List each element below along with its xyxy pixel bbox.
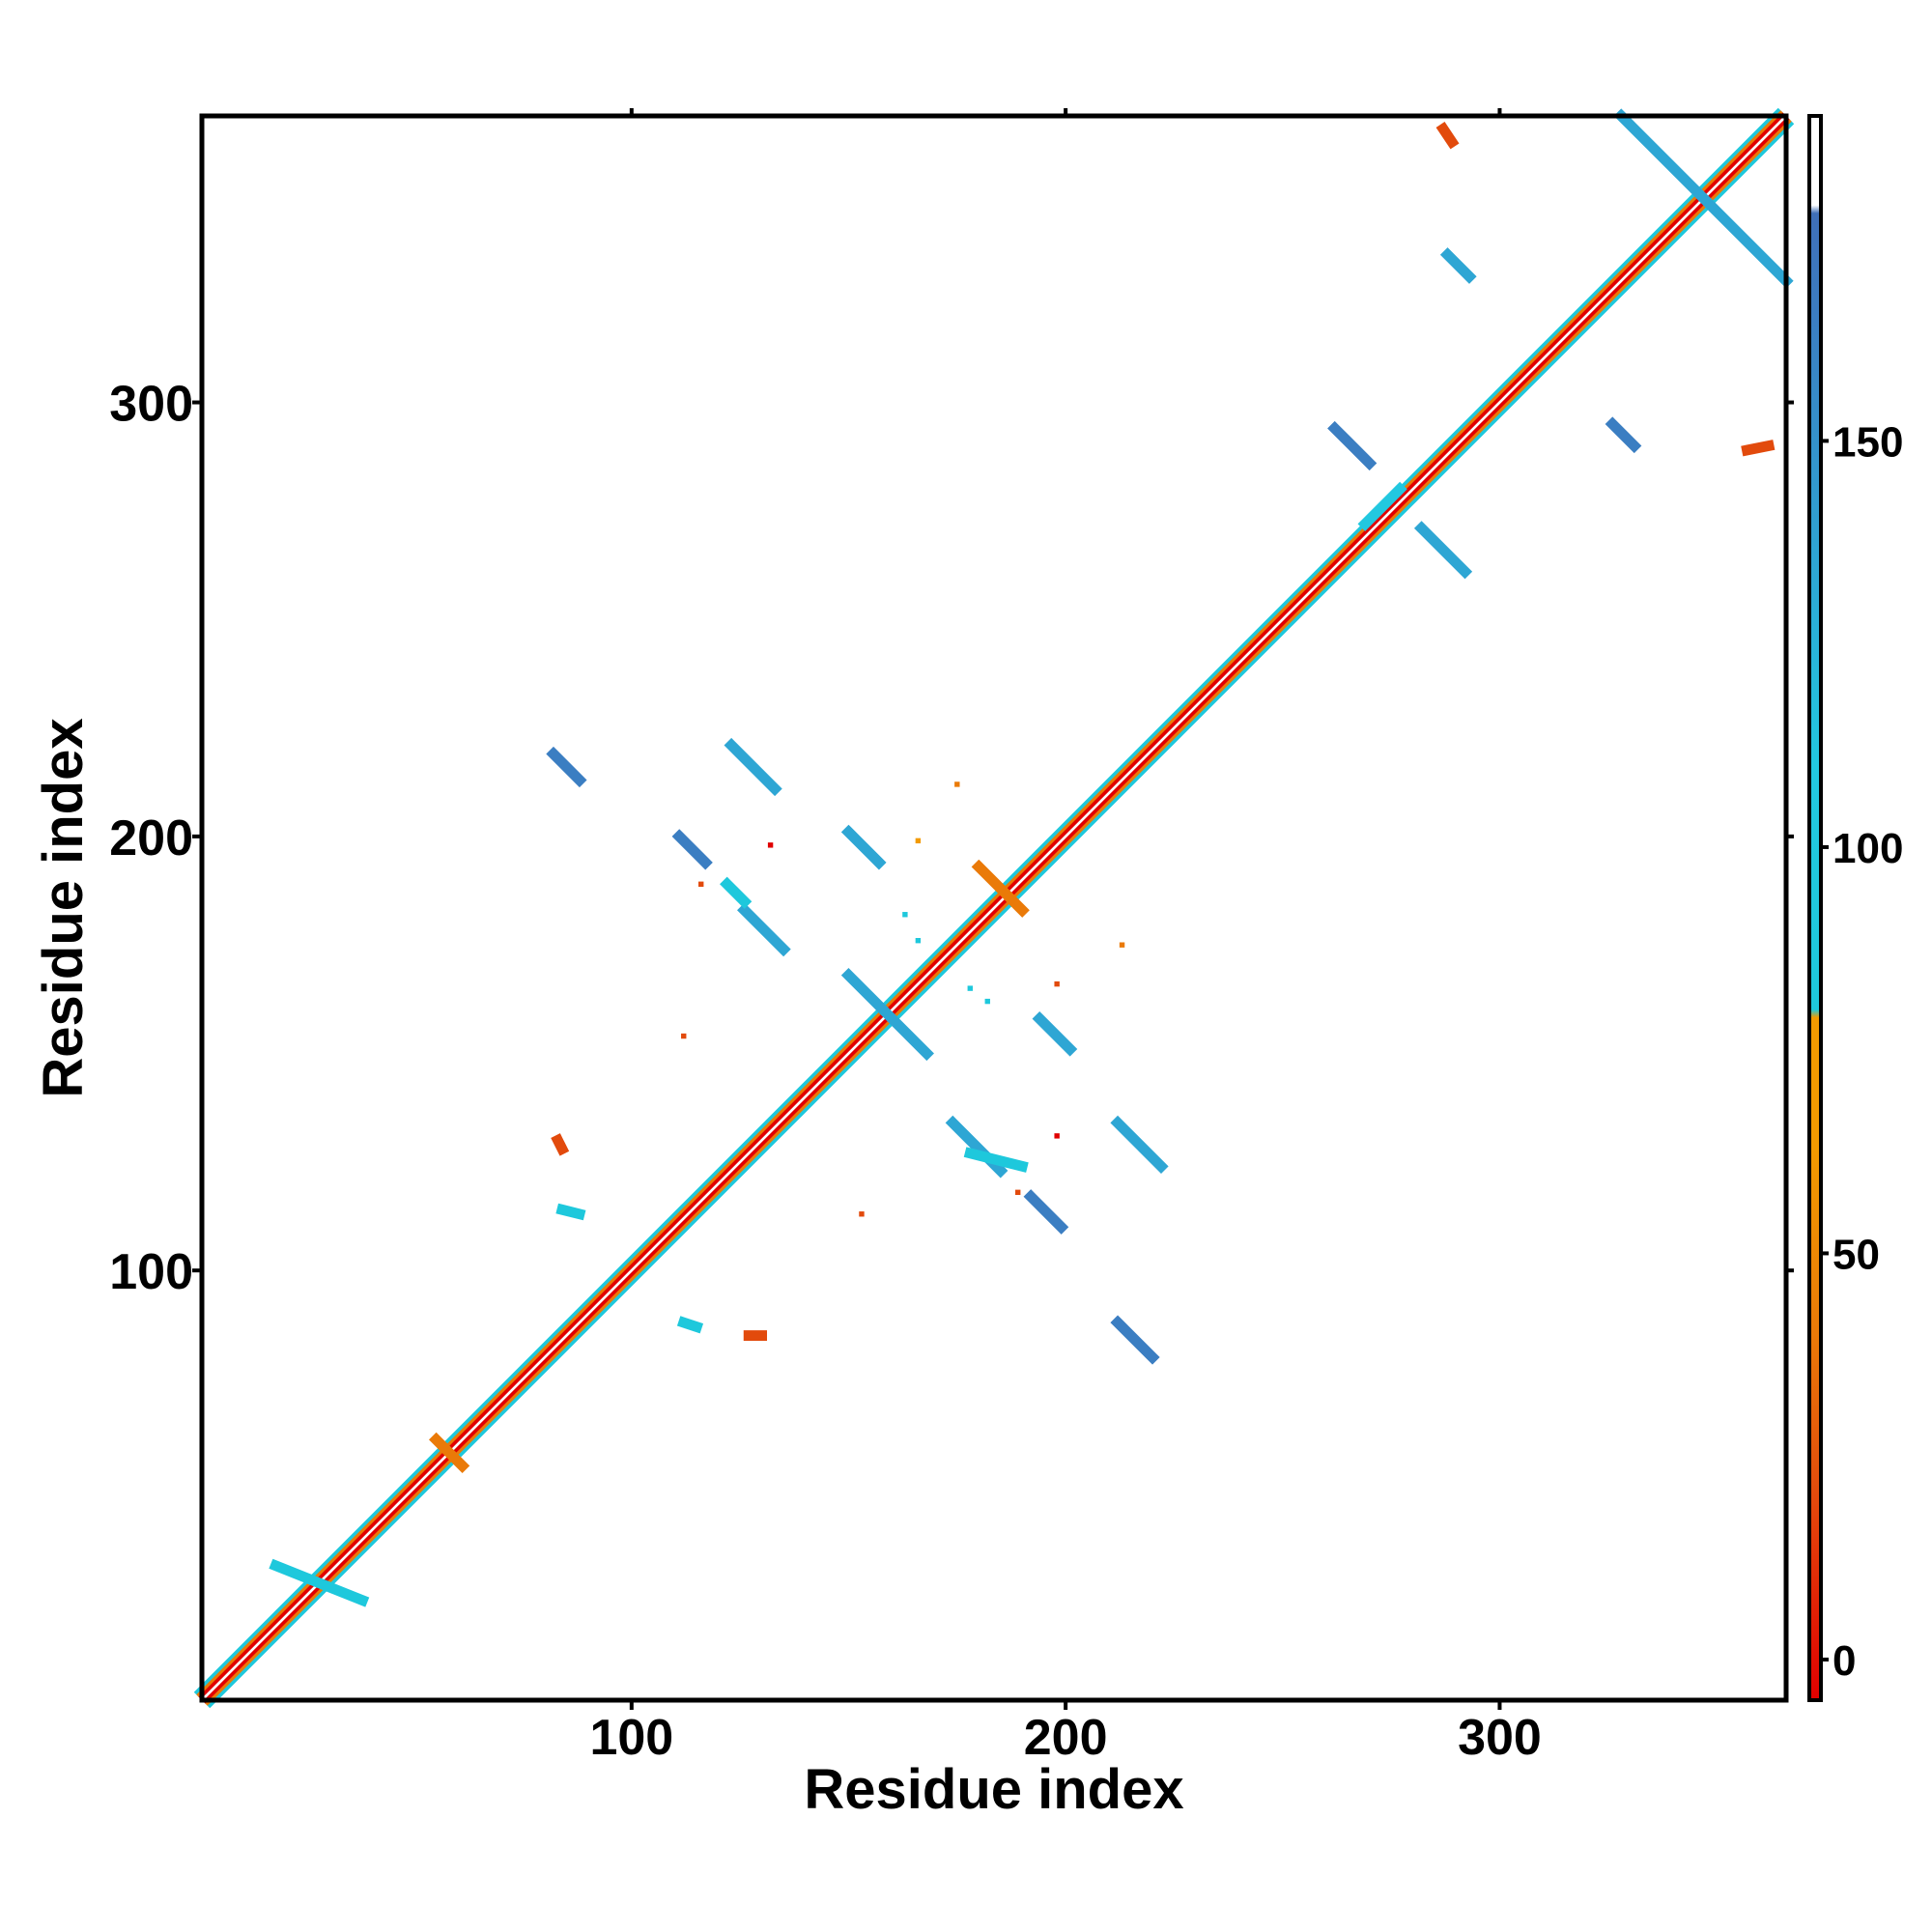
contact-segment-17 [720,876,753,909]
x-axis-title: Residue index [804,1758,1183,1821]
colorbar: 0 50 100 150 [1807,114,1903,1702]
contact-segment-22 [269,1558,370,1607]
contact-segment-21 [971,859,1030,918]
plot-frame [199,113,1789,1703]
axis-ticks: 100 200 300 100 200 300 [109,108,1794,1766]
colorbar-frame [1807,114,1823,1702]
contact-segment-11 [1327,420,1378,471]
contact-segment-20 [676,1316,704,1334]
contact-point-6 [967,985,973,991]
y-tick-label-0: 100 [109,1244,193,1300]
contact-segment-16 [1613,108,1794,289]
contact-segment-23 [429,1432,470,1473]
heatmap-cells [193,107,1795,1709]
contact-point-1 [767,842,774,848]
contact-segment-0 [546,746,587,788]
contact-segment-2 [671,829,713,870]
colorbar-tick-label-0: 0 [1833,1637,1856,1685]
contact-segment-12 [1413,521,1473,580]
contact-point-8 [1119,942,1125,948]
colorbar-tick-label-2: 100 [1833,825,1903,872]
colorbar-tick-label-3: 150 [1833,418,1903,466]
contact-segment-10 [1110,1315,1160,1365]
contact-point-7 [984,998,990,1005]
x-tick-label-1: 200 [1024,1710,1108,1766]
contact-point-4 [902,912,908,918]
contact-segment-25 [1741,440,1776,457]
contact-segment-6 [1032,1010,1078,1057]
contact-point-13 [859,1211,865,1217]
contact-point-3 [698,881,704,887]
y-tick-label-2: 300 [109,377,193,433]
contact-point-0 [954,781,960,787]
y-tick-label-1: 200 [109,810,193,867]
contact-segment-1 [724,737,782,797]
colorbar-tick-label-1: 50 [1833,1231,1880,1278]
x-tick-label-0: 100 [589,1710,673,1766]
contact-segment-18 [963,1147,1029,1173]
x-tick-label-2: 300 [1458,1710,1542,1766]
contact-segment-4 [737,902,791,957]
contact-segment-15 [1605,416,1642,454]
contact-segment-13 [1357,481,1407,531]
contact-point-2 [915,838,922,844]
contact-segment-14 [1439,247,1477,284]
contact-point-5 [915,938,922,944]
colorbar-fill [1809,116,1821,1700]
contact-segment-27 [551,1133,570,1156]
contact-point-9 [1054,980,1060,987]
contact-segment-19 [555,1203,586,1221]
contact-segment-24 [1435,122,1460,150]
contact-point-12 [1015,1189,1021,1195]
contact-point-10 [681,1033,687,1039]
contact-point-11 [1054,1133,1060,1139]
y-axis-title: Residue index [32,718,95,1097]
diagonal-band-3 [201,115,1787,1701]
contact-segment-8 [1110,1115,1169,1174]
contact-segment-3 [840,824,887,870]
contact-segment-5 [840,968,934,1062]
contact-segment-9 [1023,1189,1069,1235]
